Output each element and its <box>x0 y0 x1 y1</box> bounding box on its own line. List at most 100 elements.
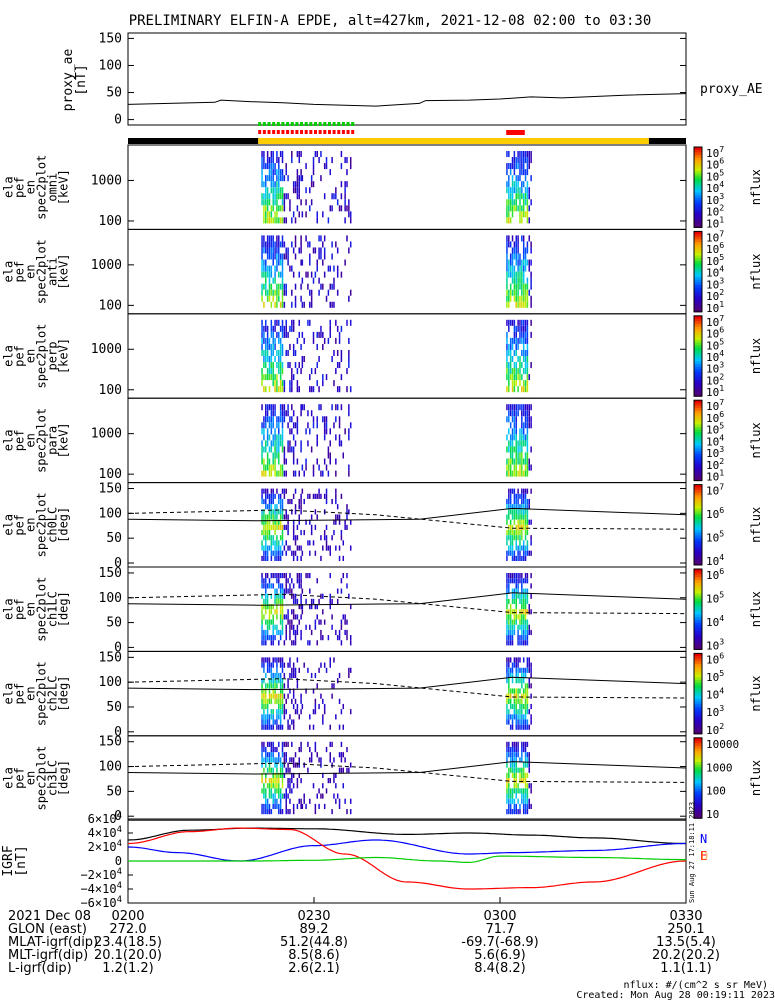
spectrogram-cell <box>281 386 284 393</box>
spectrogram-cell <box>272 709 274 715</box>
spectrogram-cell <box>283 175 286 182</box>
spectrogram-cell <box>526 452 529 459</box>
spectrogram-cell <box>274 493 276 499</box>
spectrogram-cell <box>506 259 508 266</box>
spectrogram-cell <box>513 688 516 694</box>
spectrogram-cell <box>519 277 521 284</box>
spectrogram-cell <box>283 241 286 248</box>
spectrogram-cell <box>281 349 284 356</box>
colorbar-cell <box>694 815 702 819</box>
spectrogram-cell <box>296 458 299 465</box>
spectrogram-cell <box>508 741 510 747</box>
spectrogram-cell <box>261 578 263 584</box>
spectrogram-cell <box>506 788 508 794</box>
spectrogram-cell <box>524 509 527 515</box>
spectrogram-cell <box>508 535 510 541</box>
spectrogram-cell <box>526 386 529 393</box>
spectrogram-cell <box>279 151 282 158</box>
spectrogram-cell <box>519 368 521 375</box>
colorbar-cell <box>694 516 702 520</box>
spectrogram-cell <box>274 211 276 218</box>
spectrogram-cell <box>329 757 331 763</box>
spectrogram-cell <box>515 535 517 541</box>
spectrogram-cell <box>289 380 291 387</box>
spectrogram-cell <box>298 175 300 182</box>
spectrogram-cell <box>281 271 284 278</box>
x-axis-row-value: 2.6(2.1) <box>288 961 340 976</box>
colorbar-label: nflux <box>749 676 763 712</box>
spectrogram-cell <box>268 464 271 471</box>
igrf-legend-N: N <box>700 832 707 846</box>
spectrogram-cell <box>283 593 286 599</box>
spectrogram-cell <box>335 772 337 778</box>
spectrogram-cell <box>270 428 273 435</box>
spectrogram-cell <box>268 169 271 176</box>
spectrogram-cell <box>530 151 532 158</box>
spectrogram-cell <box>261 678 263 684</box>
spectrogram-cell <box>278 803 280 810</box>
spectrogram-cell <box>522 678 525 684</box>
spectrogram-cell <box>336 404 339 411</box>
spectrogram-cell <box>265 464 267 471</box>
spectrogram-cell <box>261 488 263 494</box>
spectrogram-cell <box>287 793 289 799</box>
spectrogram-cell <box>294 253 297 260</box>
spectrogram-cell <box>515 614 517 620</box>
spectrogram-cell <box>292 271 295 278</box>
spectrogram-cell <box>294 629 297 636</box>
spectrogram-cell <box>524 325 527 332</box>
spectrogram-cell <box>279 464 282 471</box>
spectrogram-cell <box>515 452 517 459</box>
spectrogram-cell <box>515 283 517 290</box>
spectrogram-cell <box>511 624 514 630</box>
spectrogram-cell <box>265 714 267 720</box>
spectrogram-cell <box>524 283 527 290</box>
spectrogram-cell <box>274 464 276 471</box>
spectrogram-cell <box>285 588 287 594</box>
colorbar-cell <box>694 208 702 212</box>
colorbar-cell <box>694 627 702 632</box>
spectrogram-cell <box>528 498 531 505</box>
orbit-red-dot <box>262 130 266 134</box>
spectrogram-cell <box>292 422 295 429</box>
spectrogram-cell <box>279 368 282 375</box>
spectrogram-cell <box>524 798 527 804</box>
spectrogram-cell <box>517 614 519 620</box>
colorbar-cell <box>694 720 702 724</box>
spectrogram-cell <box>268 434 271 441</box>
spectrogram-cell <box>303 662 305 668</box>
spectrogram-cell <box>522 265 525 272</box>
spectrogram-cell <box>272 247 274 254</box>
colorbar-cell <box>694 260 702 265</box>
spectrogram-cell <box>530 175 532 182</box>
spectrogram-cell <box>310 271 313 278</box>
spectrogram-cell <box>281 331 284 338</box>
spectrogram-cell <box>524 464 527 471</box>
colorbar-tick-label: 105 <box>706 252 724 268</box>
spectrogram-cell <box>274 199 276 206</box>
spectrogram-cell <box>272 519 274 525</box>
spectrogram-cell <box>272 783 274 789</box>
spectrogram-cell <box>528 205 531 212</box>
spectrogram-cell <box>272 752 274 758</box>
spectrogram-cell <box>300 529 302 536</box>
spectrogram-cell <box>320 283 322 290</box>
spectrogram-frame <box>127 313 687 399</box>
spectrogram-cell <box>279 535 282 541</box>
spectrogram-cell <box>524 635 527 641</box>
spectrogram-cell <box>270 540 273 546</box>
colorbar-cell <box>694 656 702 660</box>
spectrogram-cell <box>301 331 304 338</box>
spectrogram-cell <box>266 349 269 356</box>
colorbar-cell <box>694 707 702 711</box>
spectrogram-cell <box>509 762 512 768</box>
spectrogram-cell <box>294 440 297 447</box>
spectrogram-cell <box>265 241 267 248</box>
colorbar-cell <box>694 696 702 700</box>
spectrogram-cell <box>349 217 352 224</box>
spectrogram-cell <box>266 253 269 260</box>
spectrogram-cell <box>261 199 263 206</box>
colorbar-cell <box>694 769 702 774</box>
spectrogram-cell <box>316 458 318 465</box>
colorbar-cell <box>694 664 702 668</box>
